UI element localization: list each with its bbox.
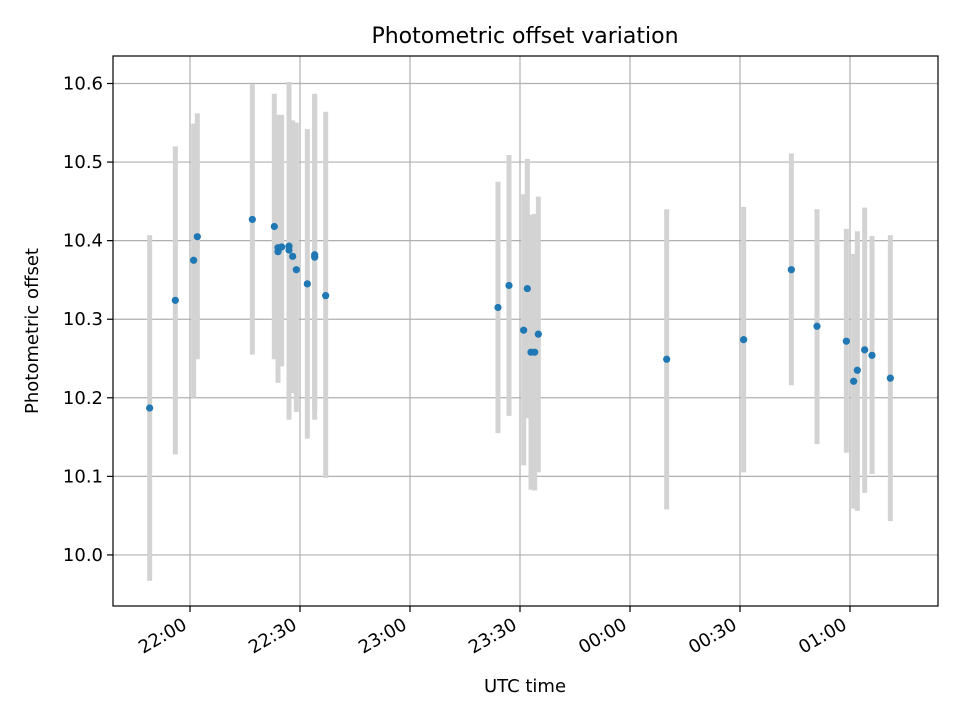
data-point [322, 292, 330, 300]
data-point [534, 330, 542, 338]
data-point [663, 355, 671, 363]
data-point [861, 346, 869, 354]
y-axis-label: Photometric offset [22, 248, 43, 414]
plot-frame [112, 55, 939, 607]
x-axis-label: UTC time [484, 676, 566, 697]
data-point [886, 374, 894, 382]
y-axis-ticks: 10.0 10.1 10.2 10.3 10.4 10.5 10.6 [63, 74, 113, 566]
data-point [494, 303, 502, 312]
data-point [248, 215, 256, 224]
data-point [303, 280, 311, 288]
data-point [190, 256, 198, 264]
data-point [289, 252, 297, 260]
data-point [285, 246, 293, 254]
y-tick-label: 10.2 [63, 388, 103, 409]
data-point [146, 404, 154, 412]
data-point [813, 322, 821, 330]
data-point [171, 296, 179, 304]
data-point [842, 337, 850, 345]
data-point [278, 243, 286, 251]
data-point [520, 326, 528, 334]
data-point [523, 284, 531, 293]
data-point [740, 336, 748, 344]
y-tick-label: 10.1 [63, 466, 103, 487]
y-tick-label: 10.0 [63, 545, 103, 566]
y-tick-label: 10.5 [63, 152, 103, 173]
data-point [193, 233, 201, 241]
data-point [505, 281, 513, 290]
data-point [853, 366, 861, 374]
data-point [868, 351, 876, 359]
y-tick-label: 10.4 [63, 231, 103, 252]
y-tick-label: 10.6 [63, 74, 103, 95]
data-point [531, 348, 539, 356]
data-point [270, 222, 278, 231]
data-points [146, 215, 894, 412]
chart-title: Photometric offset variation [371, 24, 678, 49]
data-point [787, 266, 795, 274]
data-point [850, 377, 858, 385]
data-point [292, 266, 300, 274]
y-tick-label: 10.3 [63, 309, 103, 330]
data-point [311, 251, 319, 259]
